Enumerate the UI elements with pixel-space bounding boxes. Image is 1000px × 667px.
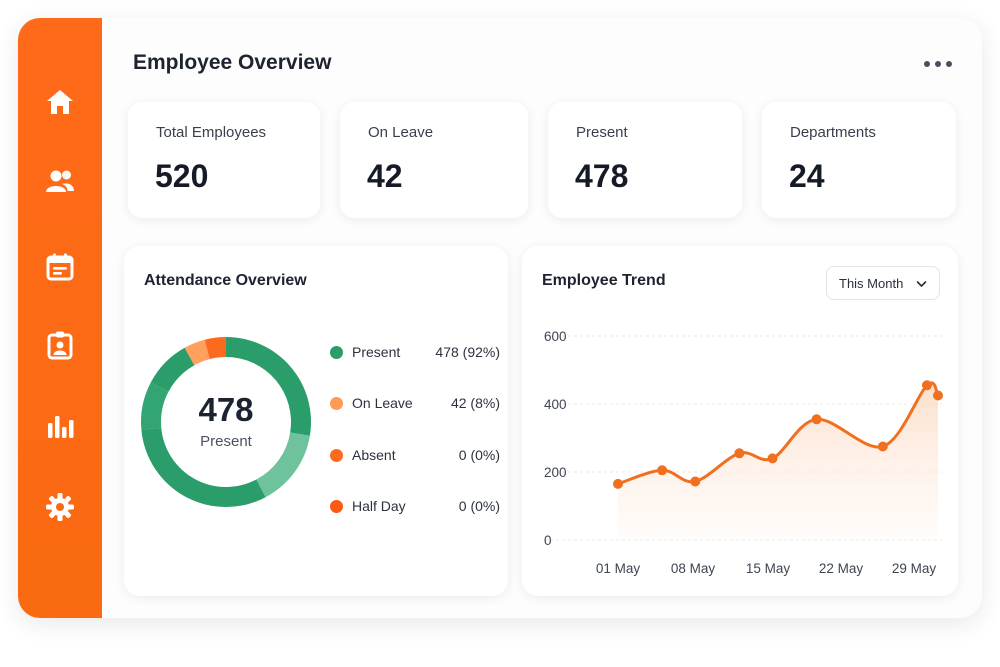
attendance-donut-chart [141, 337, 311, 507]
sidebar [18, 18, 102, 618]
y-tick-label: 400 [544, 397, 567, 412]
trend-point [933, 390, 943, 401]
trend-area [618, 382, 938, 540]
main-content: Employee Overview Total Employees 520 On… [102, 18, 982, 618]
y-tick-label: 600 [544, 329, 567, 344]
period-select[interactable]: This Month [826, 266, 940, 300]
x-tick-label: 29 May [892, 561, 937, 576]
trend-point [734, 448, 745, 459]
donut-center-value: 478 [198, 390, 254, 428]
donut-center: 478 Present [138, 334, 314, 510]
legend-name: Absent [352, 447, 396, 463]
sidebar-item-reports[interactable] [40, 406, 80, 446]
home-icon [47, 90, 73, 114]
users-icon [46, 170, 74, 192]
sidebar-item-calendar[interactable] [40, 247, 80, 287]
dashboard-window: Employee Overview Total Employees 520 On… [18, 18, 982, 618]
legend-item: Half Day 0 (0%) [330, 496, 500, 516]
legend-value: 0 (0%) [458, 447, 500, 463]
employee-trend-chart: 0 200 400 600 01 May 08 May 15 May 22 May 29 May [544, 329, 943, 576]
sidebar-item-home[interactable] [40, 82, 80, 122]
stat-label: Departments [790, 124, 876, 141]
calendar-icon [46, 253, 74, 281]
period-select-value: This Month [839, 276, 904, 291]
more-options-button[interactable] [924, 56, 952, 72]
donut-slice-present [150, 347, 195, 392]
trend-title: Employee Trend [542, 272, 666, 289]
sidebar-item-employees[interactable] [40, 161, 80, 201]
page-title: Employee Overview [133, 51, 332, 74]
x-tick-label: 15 May [746, 561, 791, 576]
donut-slice-present [256, 432, 310, 498]
stat-value: 24 [789, 158, 825, 194]
stat-value: 42 [367, 158, 403, 194]
chevron-down-icon [916, 281, 927, 287]
y-tick-label: 200 [544, 465, 567, 480]
attendance-panel: Attendance Overview 478 Present Present 4… [124, 246, 508, 596]
x-tick-label: 01 May [596, 561, 641, 576]
stat-label: Total Employees [156, 124, 267, 141]
stat-card-on-leave: On Leave 42 [340, 102, 528, 218]
stat-card-present: Present 478 [548, 102, 742, 218]
id-badge-icon [47, 331, 73, 360]
trend-point [877, 441, 888, 452]
stat-value: 520 [155, 158, 209, 194]
sidebar-item-badge[interactable] [40, 325, 80, 365]
legend-name: On Leave [352, 395, 413, 411]
trend-point [690, 476, 701, 487]
legend-item: Absent 0 (0%) [330, 445, 500, 465]
trend-line [616, 381, 940, 486]
legend-value: 478 (92%) [435, 344, 500, 360]
legend-item: Present 478 (92%) [330, 342, 500, 362]
legend-name: Present [352, 344, 401, 360]
legend-name: Half Day [352, 498, 406, 514]
stat-value: 478 [575, 158, 629, 194]
legend-item: On Leave 42 (8%) [330, 393, 500, 413]
x-tick-label: 08 May [671, 561, 716, 576]
legend-dot [330, 449, 343, 462]
donut-slice-present [226, 337, 311, 436]
stat-card-total-employees: Total Employees 520 [128, 102, 320, 218]
donut-center-label: Present [200, 432, 252, 450]
bar-chart-icon [48, 416, 74, 438]
legend-dot [330, 397, 343, 410]
trend-point [811, 414, 822, 425]
stat-label: Present [576, 124, 628, 141]
x-tick-label: 22 May [819, 561, 864, 576]
gear-icon [46, 493, 74, 521]
more-horizontal-icon [924, 61, 930, 67]
attendance-title: Attendance Overview [144, 272, 307, 289]
donut-slice-present [141, 427, 266, 507]
employee-trend-panel: 0 200 400 600 01 May 08 May 15 May 22 May 29 May… [522, 246, 958, 596]
donut-slice-on-leave [184, 339, 210, 366]
trend-point [767, 453, 778, 464]
trend-point [613, 478, 623, 489]
y-tick-label: 0 [544, 533, 552, 548]
stat-label: On Leave [368, 124, 434, 141]
legend-value: 42 (8%) [450, 395, 500, 411]
sidebar-item-settings[interactable] [40, 487, 80, 527]
donut-slice-on-leave [204, 337, 226, 360]
donut-slice-present [141, 382, 169, 430]
legend-value: 0 (0%) [458, 498, 500, 514]
trend-point [921, 380, 932, 391]
legend-dot [330, 500, 343, 513]
stat-card-departments: Departments 24 [762, 102, 956, 218]
legend-dot [330, 346, 343, 359]
trend-point [657, 465, 668, 476]
